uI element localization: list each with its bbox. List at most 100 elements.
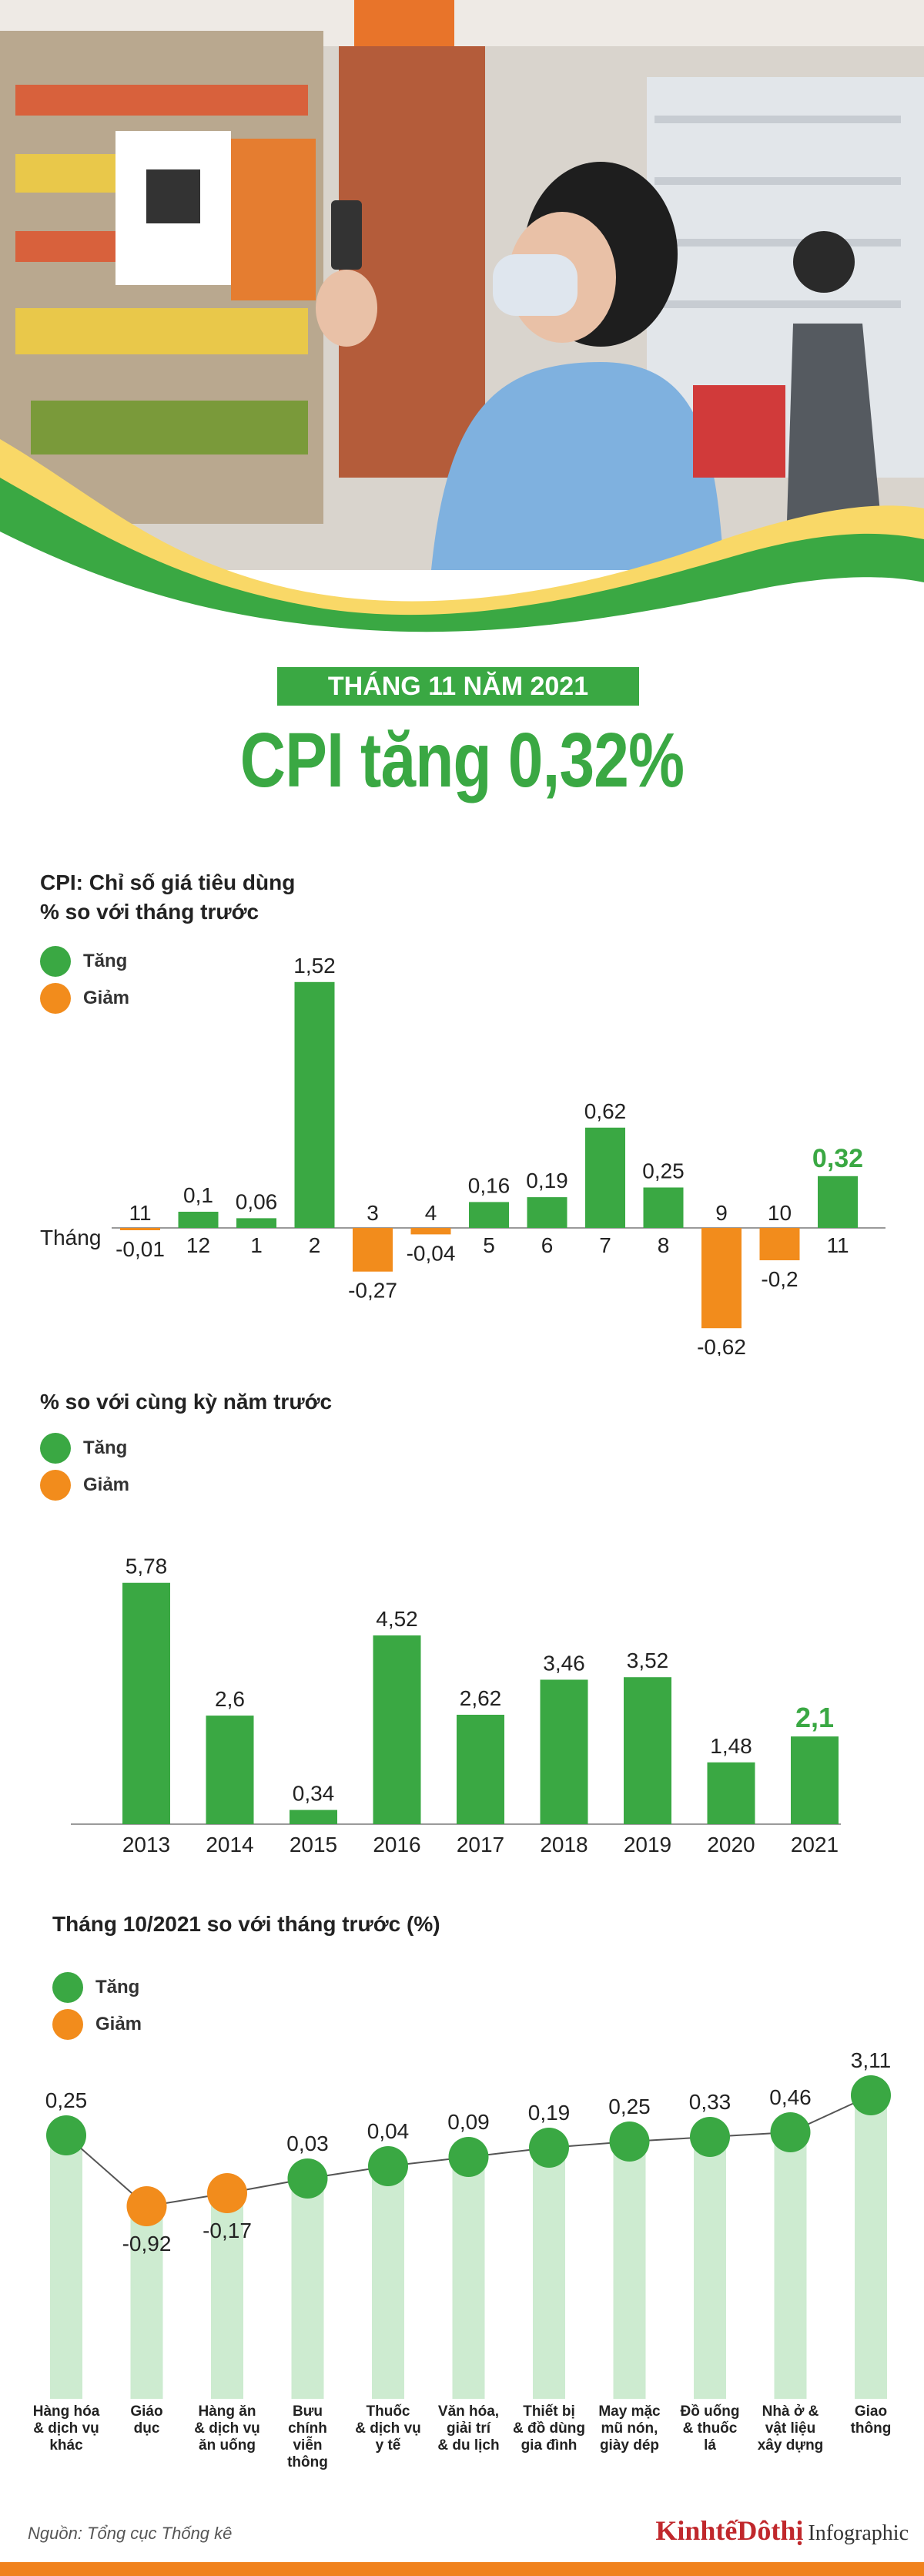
point-2 (207, 2173, 247, 2213)
bar-8 (585, 1127, 625, 1228)
data-label-11: -0,2 (761, 1267, 798, 1291)
category-label-1: Giáo dục (130, 2403, 162, 2437)
source-note: Nguồn: Tổng cục Thống kê (28, 2524, 233, 2543)
tick-label-9: 8 (658, 1233, 670, 1257)
data-label-8: 2,1 (795, 1702, 834, 1733)
stem-2 (211, 2193, 243, 2399)
data-label-0: -0,01 (116, 1237, 165, 1261)
stem-8 (694, 2137, 726, 2399)
chart1-legend-increase: Tăng (40, 946, 127, 977)
category-label-5: Văn hóa, giải trí & du lịch (437, 2403, 499, 2454)
bar-3 (294, 981, 335, 1228)
stem-10 (855, 2095, 887, 2399)
stem-3 (291, 2179, 324, 2399)
headline: CPI tăng 0,32% (239, 717, 685, 803)
data-label-3: 1,52 (293, 954, 336, 978)
legend-dot-decrease (40, 1470, 71, 1501)
category-label-8: Đồ uống & thuốc lá (680, 2403, 739, 2454)
category-label-0: Hàng hóa & dịch vụ khác (33, 2403, 100, 2454)
category-label-3: Bưu chính viễn thông (287, 2403, 328, 2470)
chart1-title: CPI: Chỉ số giá tiêu dùng (40, 870, 296, 894)
legend-label-decrease: Giảm (83, 1474, 130, 1495)
x-axis-label: Tháng (40, 1226, 101, 1249)
bar-1 (178, 1212, 219, 1228)
tick-label-5: 4 (425, 1201, 437, 1225)
tick-label-6: 5 (483, 1233, 495, 1257)
logo-subtext: Infographic (808, 2521, 909, 2545)
legend-dot-increase (40, 1433, 71, 1464)
legend-label-decrease: Giảm (95, 2014, 142, 2034)
data-label-7: 0,25 (608, 2095, 651, 2118)
data-label-2: 0,34 (293, 1782, 335, 1806)
tick-label-3: 2016 (373, 1833, 420, 1857)
data-label-9: 0,46 (769, 2085, 812, 2109)
data-label-6: 0,19 (528, 2101, 571, 2125)
tick-label-8: 7 (599, 1233, 611, 1257)
point-0 (46, 2115, 86, 2155)
data-label-5: 0,09 (447, 2110, 490, 2134)
data-label-2: 0,06 (236, 1189, 278, 1213)
category-label-6: Thiết bị & đồ dùng gia đình (513, 2403, 585, 2454)
point-10 (851, 2075, 891, 2115)
bar-5 (410, 1228, 451, 1235)
tick-label-7: 6 (541, 1233, 554, 1257)
data-label-7: 1,48 (710, 1734, 752, 1758)
tick-label-3: 2 (309, 1233, 321, 1257)
tick-label-2: 1 (250, 1233, 263, 1257)
chart3-legend-increase: Tăng (52, 1972, 139, 2003)
legend-label-increase: Tăng (83, 1437, 128, 1458)
data-label-1: 0,1 (183, 1183, 213, 1207)
chart3-legend-decrease: Giảm (52, 2009, 142, 2040)
point-8 (690, 2117, 730, 2157)
bar-9 (643, 1187, 684, 1228)
brand-logo: KinhtếDôthị Infographic (655, 2514, 909, 2547)
stem-5 (452, 2157, 485, 2399)
data-label-1: -0,92 (122, 2232, 172, 2256)
chart3-title: Tháng 10/2021 so với tháng trước (%) (52, 1912, 440, 1936)
tick-label-8: 2021 (791, 1833, 839, 1857)
stem-7 (613, 2142, 646, 2399)
point-4 (368, 2146, 408, 2186)
data-label-5: 3,46 (543, 1651, 585, 1675)
legend-label-increase: Tăng (83, 951, 128, 971)
data-label-6: 0,16 (468, 1173, 511, 1197)
chart2-title: % so với cùng kỳ năm trước (40, 1390, 333, 1414)
tick-label-4: 2017 (457, 1833, 504, 1857)
bar-12 (818, 1176, 858, 1228)
bar-4 (353, 1228, 393, 1272)
chart3-svg: 0,25 Hàng hóa & dịch vụ khác -0,92 Giáo dục -0,… (33, 2048, 892, 2470)
tick-label-0: 11 (129, 1201, 151, 1225)
point-6 (529, 2128, 569, 2168)
data-label-10: -0,62 (697, 1335, 746, 1356)
legend-dot-decrease (40, 983, 71, 1014)
data-label-7: 0,19 (526, 1169, 568, 1192)
tick-label-2: 2015 (290, 1833, 337, 1857)
data-label-3: 4,52 (376, 1607, 418, 1631)
bar-11 (759, 1228, 800, 1260)
data-label-6: 3,52 (627, 1649, 669, 1672)
data-label-3: 0,03 (286, 2132, 329, 2155)
data-label-9: 0,25 (642, 1159, 685, 1183)
bar-7 (707, 1762, 755, 1824)
bar-0 (120, 1228, 160, 1230)
chart2-legend-increase: Tăng (40, 1433, 127, 1464)
chart2-svg: 5,78 2013 2,6 2014 0,34 2015 4,52 2016 2,62 2017 3… (71, 1555, 841, 1857)
chart1-subtitle: % so với tháng trước (40, 900, 259, 924)
tick-label-1: 2014 (206, 1833, 253, 1857)
point-7 (609, 2122, 650, 2162)
data-label-2: -0,17 (203, 2219, 252, 2242)
chart2-legend-decrease: Giảm (40, 1470, 129, 1501)
category-label-9: Nhà ở & vật liệu xây dựng (758, 2403, 824, 2454)
bar-1 (206, 1716, 254, 1824)
chart1-svg: Tháng -0,01110,1120,0611,522-0,273-0,0440… (40, 954, 886, 1356)
data-label-4: -0,27 (348, 1279, 397, 1303)
chart1-legend-decrease: Giảm (40, 983, 129, 1014)
data-label-0: 5,78 (126, 1555, 168, 1578)
stem-4 (372, 2166, 404, 2399)
stem-6 (533, 2148, 565, 2399)
tick-label-7: 2020 (707, 1833, 755, 1857)
data-label-4: 0,04 (367, 2119, 410, 2143)
tick-label-5: 2018 (540, 1833, 588, 1857)
legend-dot-increase (40, 946, 71, 977)
tick-label-12: 11 (826, 1233, 849, 1257)
